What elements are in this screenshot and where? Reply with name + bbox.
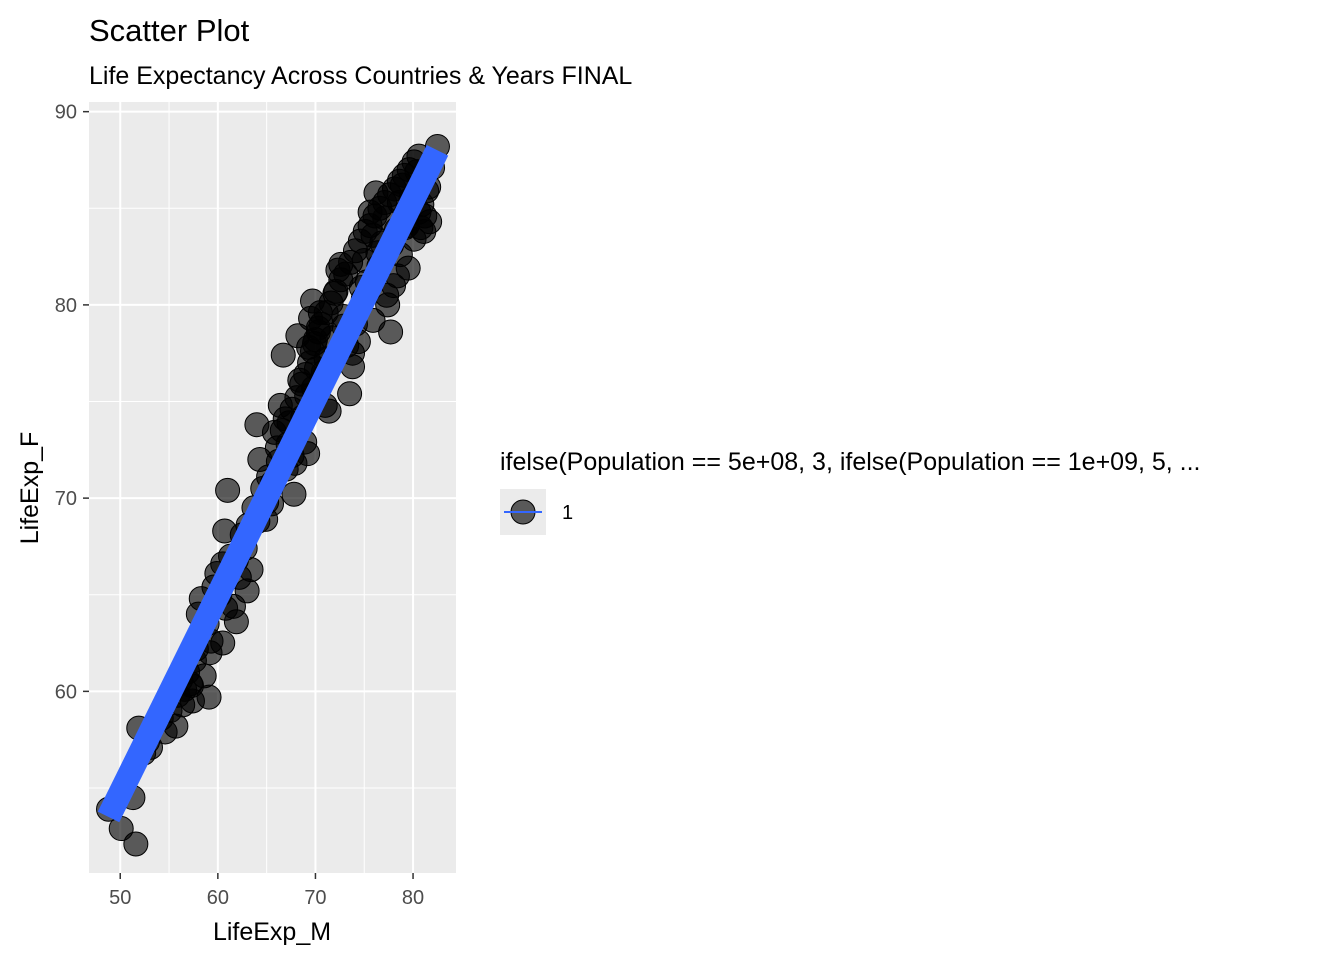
data-point [196,684,222,710]
chart-subtitle: Life Expectancy Across Countries & Years… [89,62,632,90]
y-axis-title: LifeExp_F [16,432,44,545]
x-axis-title: LifeExp_M [213,918,331,946]
data-point [123,831,149,857]
x-tick-label: 50 [109,887,131,909]
y-tick-label: 60 [55,681,77,703]
data-point [215,477,241,503]
trend-line-segment [97,144,449,823]
data-point [270,342,296,368]
x-tick-label: 60 [207,887,229,909]
chart-title: Scatter Plot [89,13,250,48]
y-tick-label: 80 [55,295,77,317]
data-point [378,319,404,345]
x-tick-label: 80 [402,887,424,909]
legend-title: ifelse(Population == 5e+08, 3, ifelse(Po… [500,448,1201,476]
data-point [281,481,307,507]
data-point [234,578,260,604]
legend: ifelse(Population == 5e+08, 3, ifelse(Po… [500,448,1201,535]
data-point [337,381,363,407]
y-tick-label: 90 [55,102,77,124]
axis-ticks: 50 60 70 80 60 70 80 90 [55,102,424,909]
x-tick-label: 70 [304,887,326,909]
legend-entry-label: 1 [562,502,573,524]
trend-line [97,144,449,823]
y-tick-label: 70 [55,488,77,510]
